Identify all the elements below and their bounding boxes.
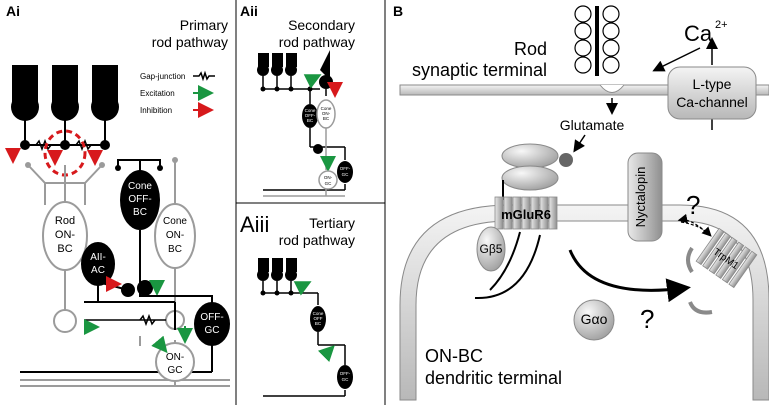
glutamate-arrow	[573, 134, 586, 153]
rod-bc-dendrites	[20, 160, 230, 381]
panel-aiii: Aiii Tertiary rod pathway Cone OFF BC OF…	[240, 212, 355, 397]
aii-off-gc-label: GC	[342, 172, 350, 177]
excitation-arrow	[317, 345, 335, 363]
cone-off-bc-label: Cone	[128, 181, 152, 192]
cone-off-bc-label: BC	[133, 207, 147, 218]
signal-arrow	[568, 249, 691, 303]
vesicle-fusion	[599, 84, 625, 93]
panel-b-tag: B	[393, 3, 403, 19]
aiii-off-gc-label: GC	[342, 377, 350, 382]
cone-off-bc-label: OFF-	[128, 194, 151, 205]
aii-ac-label: AII-	[90, 252, 106, 263]
on-bc-label: dendritic terminal	[425, 368, 562, 388]
rod-on-bc-label: BC	[57, 243, 72, 255]
rod-terminal-membrane	[399, 84, 769, 96]
gbeta5	[476, 226, 506, 272]
aii-ac-label: AC	[91, 265, 105, 276]
mglur6-tail	[489, 231, 521, 291]
l-type-channel	[667, 66, 757, 120]
excitation-arrow	[293, 281, 312, 296]
aiii-cone-off-bc-label: BC	[315, 321, 322, 326]
galpha-o-label: Gαo	[581, 311, 608, 327]
cone-on-bc	[154, 203, 196, 269]
aii-cone-on-bc-label: Cone	[321, 106, 332, 111]
rod-terminal-label: synaptic terminal	[412, 60, 547, 80]
aii-cone-off-bc-label: Cone	[305, 108, 316, 113]
rod-on-bc-label: ON-	[55, 229, 76, 241]
mglur6-receptor: mGluR6	[494, 143, 559, 230]
panel-ai: Ai Primary rod pathway	[5, 3, 230, 387]
panel-ai-title-1: Primary	[180, 17, 228, 33]
panel-aiii-title-2: rod pathway	[279, 232, 355, 248]
off-gc	[194, 302, 230, 346]
off-gc-label: OFF-	[200, 312, 223, 323]
trpm1-channel: TrpM1	[695, 227, 758, 289]
aii-off-gc-label: OFF-	[340, 166, 351, 171]
aiii-cone-off-bc	[310, 306, 326, 332]
panel-aii-tag: Aii	[240, 3, 258, 19]
aii-cone-on-bc-label: BC	[323, 116, 330, 121]
panel-aiii-title-1: Tertiary	[309, 215, 355, 231]
aii-on-gc-label: GC	[325, 181, 333, 186]
nyctalopin-label: Nyctalopin	[633, 167, 648, 228]
mglur6-label: mGluR6	[501, 207, 551, 222]
aii-off-gc	[337, 161, 353, 183]
panel-b: B Rod synaptic terminal Ca 2+ L-type Ca-…	[393, 3, 769, 401]
on-gc-label: ON-	[166, 352, 184, 363]
gbeta5-label: Gβ5	[480, 242, 503, 256]
panel-aiii-tag: Aiii	[240, 212, 269, 237]
dashed-interaction-arrow	[680, 221, 712, 237]
panel-aii-title-1: Secondary	[288, 17, 355, 33]
on-bc-label: ON-BC	[425, 346, 483, 366]
off-gc-label: GC	[205, 325, 220, 336]
panel-ai-title-2: rod pathway	[152, 34, 228, 50]
aiii-cone-off-bc-label: OFF	[314, 316, 323, 321]
on-bc-membrane	[399, 204, 769, 401]
panel-ai-tag: Ai	[6, 3, 20, 19]
calcium-label: Ca	[684, 21, 713, 46]
legend: Gap-junction Excitation Inhibition	[140, 70, 215, 118]
legend-inhibition: Inhibition	[140, 106, 172, 115]
aii-cone-on-bc-label: ON-	[322, 111, 331, 116]
cone-on-bc-label: Cone	[163, 216, 187, 227]
excitation-arrow	[151, 335, 168, 354]
rod-on-bc-terminal	[53, 309, 77, 333]
aii-on-gc	[318, 170, 338, 190]
l-type-label: Ca-channel	[676, 94, 748, 110]
aii-cone-off-bc-label: OFF-	[305, 113, 316, 118]
rod-terminal-label: Rod	[514, 39, 547, 59]
panel-aii-title-2: rod pathway	[279, 34, 355, 50]
cone-on-bc-label: ON-	[166, 230, 184, 241]
synaptic-vesicles	[574, 5, 620, 74]
panel-aii: Aii Secondary rod pathway Cone OFF- BC	[240, 3, 355, 197]
rod-on-bc	[42, 201, 88, 271]
rod-cells	[11, 65, 119, 152]
aiii-off-gc	[337, 365, 353, 389]
calcium-arrow	[652, 47, 701, 72]
on-gc-label: GC	[168, 365, 183, 376]
question-mark: ?	[686, 190, 700, 220]
nyctalopin	[627, 152, 663, 242]
rod-on-bc-label: Rod	[55, 215, 75, 227]
l-type-label: L-type	[693, 76, 732, 92]
aii-cone-off-bc	[302, 104, 318, 128]
cone-on-bc-label: BC	[168, 244, 182, 255]
aii-on-gc-label: ON-	[324, 175, 333, 180]
question-mark: ?	[640, 304, 654, 334]
aiii-cone-off-bc-label: Cone	[313, 311, 324, 316]
aii-ac	[81, 242, 115, 286]
legend-excitation: Excitation	[140, 89, 175, 98]
legend-gap-junction: Gap-junction	[140, 72, 185, 81]
glutamate-label: Glutamate	[560, 117, 625, 133]
aii-cone-off-bc-label: BC	[307, 118, 314, 123]
galpha-o	[573, 299, 615, 341]
synaptic-ribbon	[595, 6, 599, 76]
aiii-off-gc-label: OFF-	[340, 371, 351, 376]
excitation-arrow	[303, 74, 322, 89]
glutamate-molecule	[559, 153, 573, 167]
cone-off-bc	[120, 170, 160, 230]
calcium-superscript: 2+	[715, 19, 728, 31]
